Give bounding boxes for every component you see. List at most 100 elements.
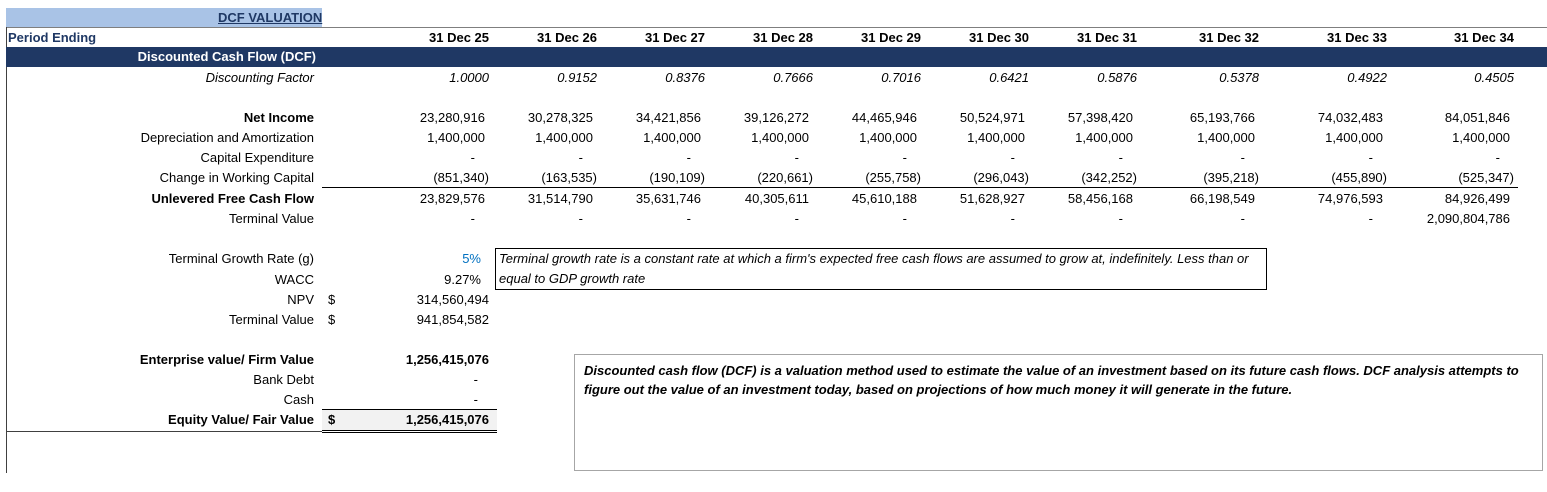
equity-value-currency: $ — [328, 412, 336, 427]
terminal-value-cell[interactable]: - — [578, 211, 583, 226]
enterprise-value[interactable]: 1,256,415,076 — [405, 352, 489, 367]
section-header-bar — [6, 47, 1547, 67]
discounting-factor-cell[interactable]: 0.5876 — [1097, 70, 1137, 85]
discounting-factor-cell[interactable]: 0.8376 — [665, 70, 705, 85]
working-capital-cell[interactable]: (220,661) — [757, 170, 813, 185]
working-capital-cell[interactable]: (851,340) — [433, 170, 489, 185]
depreciation-cell[interactable]: 1,400,000 — [1075, 130, 1133, 145]
working-capital-cell[interactable]: (190,109) — [649, 170, 705, 185]
discounting-factor-cell[interactable]: 0.4505 — [1474, 70, 1514, 85]
net-income-cell[interactable]: 23,280,916 — [419, 110, 485, 125]
equity-value-label: Equity Value/ Fair Value — [168, 412, 314, 427]
terminal-value-cell[interactable]: - — [470, 211, 475, 226]
working-capital-cell[interactable]: (455,890) — [1331, 170, 1387, 185]
depreciation-cell[interactable]: 1,400,000 — [967, 130, 1025, 145]
capex-cell[interactable]: - — [578, 150, 583, 165]
total-rule-top — [322, 409, 497, 410]
capex-cell[interactable]: - — [470, 150, 475, 165]
depreciation-cell[interactable]: 1,400,000 — [535, 130, 593, 145]
working-capital-cell[interactable]: (163,535) — [541, 170, 597, 185]
ufcf-cell[interactable]: 51,628,927 — [959, 191, 1025, 206]
capex-cell[interactable]: - — [1495, 150, 1500, 165]
period-header: 31 Dec 33 — [1327, 30, 1387, 45]
depreciation-cell[interactable]: 1,400,000 — [1325, 130, 1383, 145]
ufcf-cell[interactable]: 74,976,593 — [1317, 191, 1383, 206]
terminal-value-cell[interactable]: 2,090,804,786 — [1426, 211, 1510, 226]
net-income-cell[interactable]: 74,032,483 — [1317, 110, 1383, 125]
terminal-value-pv[interactable]: 941,854,582 — [416, 312, 489, 327]
discounting-factor-cell[interactable]: 0.7666 — [773, 70, 813, 85]
terminal-value-cell[interactable]: - — [1368, 211, 1373, 226]
working-capital-cell[interactable]: (395,218) — [1203, 170, 1259, 185]
net-income-cell[interactable]: 65,193,766 — [1189, 110, 1255, 125]
depreciation-cell[interactable]: 1,400,000 — [1452, 130, 1510, 145]
row-label-capex: Capital Expenditure — [200, 150, 314, 165]
growth-rate-value[interactable]: 5% — [462, 251, 481, 266]
cash-value[interactable]: - — [473, 392, 478, 407]
capex-cell[interactable]: - — [1118, 150, 1123, 165]
working-capital-cell[interactable]: (525,347) — [1458, 170, 1514, 185]
capex-cell[interactable]: - — [902, 150, 907, 165]
left-border — [6, 27, 7, 473]
working-capital-cell[interactable]: (342,252) — [1081, 170, 1137, 185]
terminal-value-label: Terminal Value — [228, 312, 314, 327]
discounting-factor-cell[interactable]: 0.7016 — [881, 70, 921, 85]
ufcf-cell[interactable]: 23,829,576 — [419, 191, 485, 206]
depreciation-cell[interactable]: 1,400,000 — [859, 130, 917, 145]
terminal-value-cell[interactable]: - — [1240, 211, 1245, 226]
net-income-cell[interactable]: 30,278,325 — [527, 110, 593, 125]
net-income-cell[interactable]: 57,398,420 — [1067, 110, 1133, 125]
period-header: 31 Dec 31 — [1077, 30, 1137, 45]
row-label-ufcf: Unlevered Free Cash Flow — [151, 191, 314, 206]
discounting-factor-cell[interactable]: 0.6421 — [989, 70, 1029, 85]
net-income-cell[interactable]: 44,465,946 — [851, 110, 917, 125]
period-header: 31 Dec 26 — [537, 30, 597, 45]
depreciation-cell[interactable]: 1,400,000 — [427, 130, 485, 145]
net-income-cell[interactable]: 84,051,846 — [1444, 110, 1510, 125]
working-capital-cell[interactable]: (255,758) — [865, 170, 921, 185]
header-rule — [6, 27, 1547, 28]
period-ending-label: Period Ending — [8, 30, 97, 45]
ufcf-cell[interactable]: 45,610,188 — [851, 191, 917, 206]
npv-value[interactable]: 314,560,494 — [416, 292, 489, 307]
net-income-cell[interactable]: 39,126,272 — [743, 110, 809, 125]
section-bottom-rule — [6, 431, 322, 432]
working-capital-cell[interactable]: (296,043) — [973, 170, 1029, 185]
discounting-factor-cell[interactable]: 0.4922 — [1347, 70, 1387, 85]
depreciation-cell[interactable]: 1,400,000 — [643, 130, 701, 145]
subtotal-rule — [322, 187, 1518, 188]
growth-rate-label: Terminal Growth Rate (g) — [168, 251, 314, 266]
ufcf-cell[interactable]: 31,514,790 — [527, 191, 593, 206]
capex-cell[interactable]: - — [1010, 150, 1015, 165]
terminal-value-cell[interactable]: - — [1010, 211, 1015, 226]
bank-debt-label: Bank Debt — [253, 372, 314, 387]
capex-cell[interactable]: - — [1240, 150, 1245, 165]
discounting-factor-cell[interactable]: 1.0000 — [449, 70, 489, 85]
npv-label: NPV — [287, 292, 314, 307]
capex-cell[interactable]: - — [1368, 150, 1373, 165]
terminal-value-cell[interactable]: - — [686, 211, 691, 226]
net-income-cell[interactable]: 50,524,971 — [959, 110, 1025, 125]
bank-debt-value[interactable]: - — [473, 372, 478, 387]
period-header: 31 Dec 28 — [753, 30, 813, 45]
depreciation-cell[interactable]: 1,400,000 — [1197, 130, 1255, 145]
capex-cell[interactable]: - — [686, 150, 691, 165]
growth-rate-note-box — [495, 248, 1267, 290]
terminal-value-cell[interactable]: - — [794, 211, 799, 226]
depreciation-cell[interactable]: 1,400,000 — [751, 130, 809, 145]
growth-rate-note: Terminal growth rate is a constant rate … — [499, 251, 1249, 286]
row-label-depreciation: Depreciation and Amortization — [140, 130, 314, 145]
terminal-value-cell[interactable]: - — [902, 211, 907, 226]
discounting-factor-cell[interactable]: 0.9152 — [557, 70, 597, 85]
ufcf-cell[interactable]: 35,631,746 — [635, 191, 701, 206]
net-income-cell[interactable]: 34,421,856 — [635, 110, 701, 125]
ufcf-cell[interactable]: 66,198,549 — [1189, 191, 1255, 206]
ufcf-cell[interactable]: 40,305,611 — [744, 191, 809, 206]
capex-cell[interactable]: - — [794, 150, 799, 165]
terminal-value-cell[interactable]: - — [1118, 211, 1123, 226]
discounting-factor-cell[interactable]: 0.5378 — [1219, 70, 1259, 85]
equity-value[interactable]: 1,256,415,076 — [405, 412, 489, 427]
wacc-value[interactable]: 9.27% — [444, 272, 481, 287]
ufcf-cell[interactable]: 58,456,168 — [1067, 191, 1133, 206]
ufcf-cell[interactable]: 84,926,499 — [1444, 191, 1510, 206]
